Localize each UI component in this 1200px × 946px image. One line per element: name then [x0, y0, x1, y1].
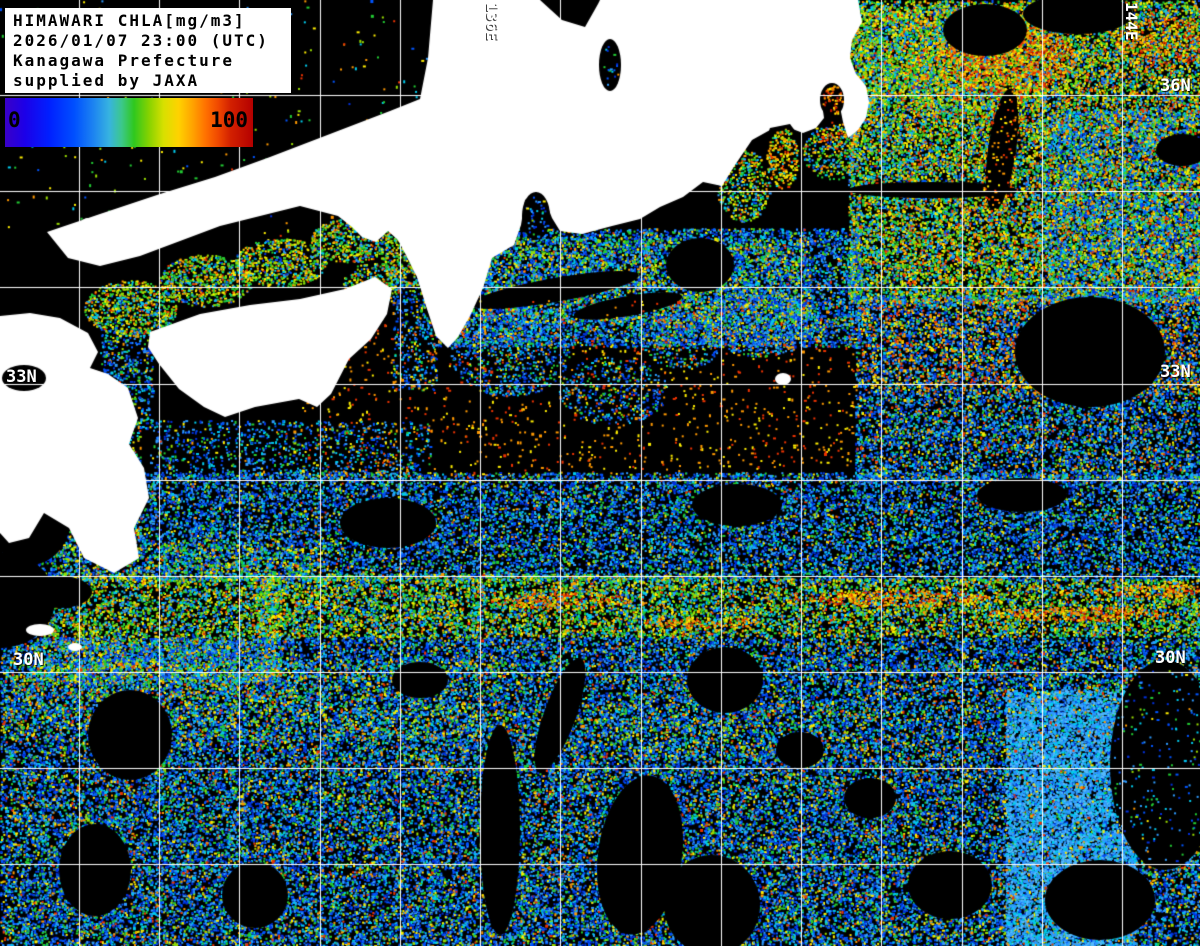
- colorbar: 0 100: [5, 98, 253, 147]
- map-datetime: 2026/01/07 23:00 (UTC): [13, 31, 269, 50]
- map-region: Kanagawa Prefecture: [13, 51, 235, 70]
- meridian-label-144e: 144E: [1122, 2, 1141, 41]
- title-box: HIMAWARI CHLA[mg/m3] 2026/01/07 23:00 (U…: [5, 8, 291, 93]
- parallel-label-30n-right: 30N: [1155, 648, 1186, 668]
- parallel-label-33n-right: 33N: [1160, 362, 1191, 382]
- map-title: HIMAWARI CHLA[mg/m3]: [13, 11, 246, 30]
- colorbar-max-label: 100: [210, 108, 248, 132]
- meridian-label-136e: 136E: [483, 2, 502, 41]
- parallel-label-33n-left: 33N: [6, 367, 37, 387]
- map-source: supplied by JAXA: [13, 71, 200, 90]
- parallel-label-36n-right: 36N: [1160, 76, 1191, 96]
- colorbar-min-label: 0: [8, 108, 21, 132]
- parallel-label-30n-left: 30N: [13, 650, 44, 670]
